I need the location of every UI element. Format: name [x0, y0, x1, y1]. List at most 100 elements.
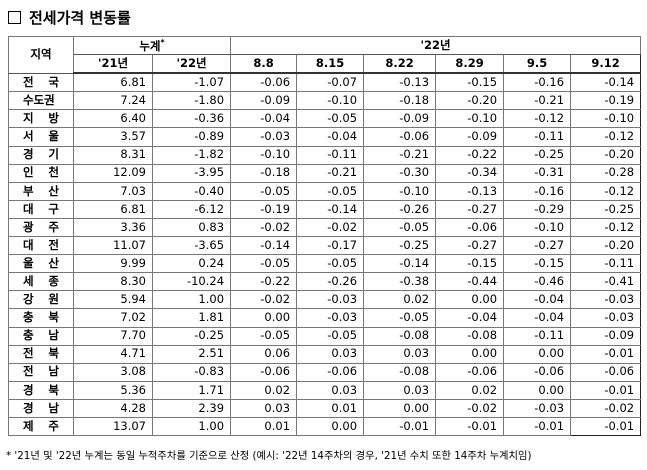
value-cell: -0.09 [230, 91, 298, 111]
value-cell: -0.14 [296, 199, 365, 219]
value-cell: -0.09 [570, 326, 642, 346]
value-cell: -0.14 [363, 254, 437, 274]
value-cell: -10.24 [151, 272, 232, 292]
value-cell: 0.03 [296, 380, 365, 400]
value-cell: -0.10 [296, 91, 365, 111]
value-cell: -0.34 [435, 163, 505, 183]
footnote-mark: * [160, 37, 165, 47]
value-cell: -0.25 [570, 199, 642, 219]
data-row: 전 국 6.81 -1.07 -0.06 -0.07 -0.13 -0.15 -0.16 -0.… [8, 72, 642, 93]
value-cell: -0.11 [503, 326, 572, 346]
value-cell: -0.17 [296, 236, 365, 256]
value-cell: 1.00 [151, 416, 232, 437]
table-head: 지역 누계* '22년 '21년 '22년 8.8 8.15 8.22 8.29 9.5 9.12 [8, 35, 642, 75]
value-cell: 12.09 [73, 163, 153, 183]
value-cell: -0.20 [570, 236, 642, 256]
value-cell: -0.06 [435, 217, 505, 238]
value-cell: -0.06 [503, 362, 572, 382]
value-cell: -0.05 [230, 254, 298, 274]
region-cell: 경 기 [8, 145, 74, 165]
value-cell: 7.03 [73, 181, 153, 201]
value-cell: -0.18 [363, 91, 437, 111]
value-cell: -0.30 [363, 163, 437, 183]
value-cell: -0.05 [296, 181, 365, 201]
value-cell: -0.10 [363, 181, 437, 201]
value-cell: 1.81 [151, 308, 232, 328]
value-cell: -0.29 [503, 199, 572, 219]
header-cell: '22년 [230, 35, 642, 56]
value-cell: 11.07 [73, 236, 153, 256]
value-cell: -0.02 [296, 217, 365, 238]
value-cell: -0.03 [296, 308, 365, 328]
value-cell: -0.25 [363, 236, 437, 256]
value-cell: -0.06 [230, 362, 298, 382]
value-cell: 7.02 [73, 308, 153, 328]
checkbox-icon [8, 11, 21, 24]
value-cell: 3.08 [73, 362, 153, 382]
header-cell: 9.5 [503, 54, 572, 75]
value-cell: 3.57 [73, 127, 153, 147]
value-cell: -0.11 [296, 145, 365, 165]
value-cell: 0.03 [363, 344, 437, 364]
value-cell: -0.01 [435, 416, 505, 437]
value-cell: -0.38 [363, 272, 437, 292]
value-cell: -0.22 [435, 145, 505, 165]
value-cell: -0.01 [570, 416, 642, 437]
region-cell: 지 방 [8, 109, 74, 129]
value-cell: 2.51 [151, 344, 232, 364]
value-cell: 0.00 [230, 308, 298, 328]
value-cell: -3.65 [151, 236, 232, 256]
value-cell: -0.14 [230, 236, 298, 256]
value-cell: -0.04 [296, 127, 365, 147]
header-cell: 9.12 [570, 54, 642, 75]
value-cell: -0.08 [363, 362, 437, 382]
table-body: 전 국 6.81 -1.07 -0.06 -0.07 -0.13 -0.15 -0.16 -0.… [8, 72, 642, 437]
header-text: 누계 [139, 38, 161, 53]
value-cell: -0.02 [230, 290, 298, 310]
value-cell: -0.19 [230, 199, 298, 219]
value-cell: -0.15 [435, 254, 505, 274]
value-cell: -0.36 [151, 109, 232, 129]
value-cell: -0.01 [363, 416, 437, 437]
value-cell: -0.06 [230, 72, 298, 93]
value-cell: -0.10 [503, 217, 572, 238]
data-row: 제 주 13.07 1.00 0.01 0.00 -0.01 -0.01 -0.01 -0.01 [8, 416, 642, 437]
value-cell: -0.83 [151, 362, 232, 382]
value-cell: 0.00 [363, 398, 437, 418]
value-cell: 4.71 [73, 344, 153, 364]
region-cell: 광 주 [8, 217, 74, 238]
value-cell: -0.46 [503, 272, 572, 292]
value-cell: -0.15 [503, 254, 572, 274]
region-cell: 충 남 [8, 326, 74, 346]
value-cell: -0.19 [570, 91, 642, 111]
header-cell: '21년 [73, 54, 153, 75]
value-cell: 0.06 [230, 344, 298, 364]
value-cell: -0.08 [363, 326, 437, 346]
value-cell: -0.25 [151, 326, 232, 346]
value-cell: -0.27 [435, 199, 505, 219]
value-cell: -0.01 [503, 416, 572, 437]
region-cell: 경 남 [8, 398, 74, 418]
value-cell: 0.02 [435, 380, 505, 400]
value-cell: -0.03 [570, 308, 642, 328]
data-row: 대 전 11.07 -3.65 -0.14 -0.17 -0.25 -0.27 -0.27 -0… [8, 236, 642, 256]
value-cell: 13.07 [73, 416, 153, 437]
value-cell: -0.21 [503, 91, 572, 111]
region-cell: 세 종 [8, 272, 74, 292]
value-cell: 0.02 [230, 380, 298, 400]
data-row: 대 구 6.81 -6.12 -0.19 -0.14 -0.26 -0.27 -0.29 -0.… [8, 199, 642, 219]
value-cell: 4.28 [73, 398, 153, 418]
value-cell: -0.09 [363, 109, 437, 129]
value-cell: -0.18 [230, 163, 298, 183]
value-cell: -0.28 [570, 163, 642, 183]
data-row: 경 북 5.36 1.71 0.02 0.03 0.03 0.02 0.00 -0.01 [8, 380, 642, 400]
header-cell: 누계* [72, 35, 232, 56]
value-cell: -0.21 [363, 145, 437, 165]
data-row: 광 주 3.36 0.83 -0.02 -0.02 -0.05 -0.06 -0.10 -0.1… [8, 217, 642, 238]
value-cell: -3.95 [151, 163, 232, 183]
value-cell: 6.81 [73, 72, 153, 93]
region-cell: 서 울 [8, 127, 74, 147]
value-cell: -0.11 [503, 127, 572, 147]
region-cell: 전 남 [8, 362, 74, 382]
region-cell: 인 천 [8, 163, 74, 183]
